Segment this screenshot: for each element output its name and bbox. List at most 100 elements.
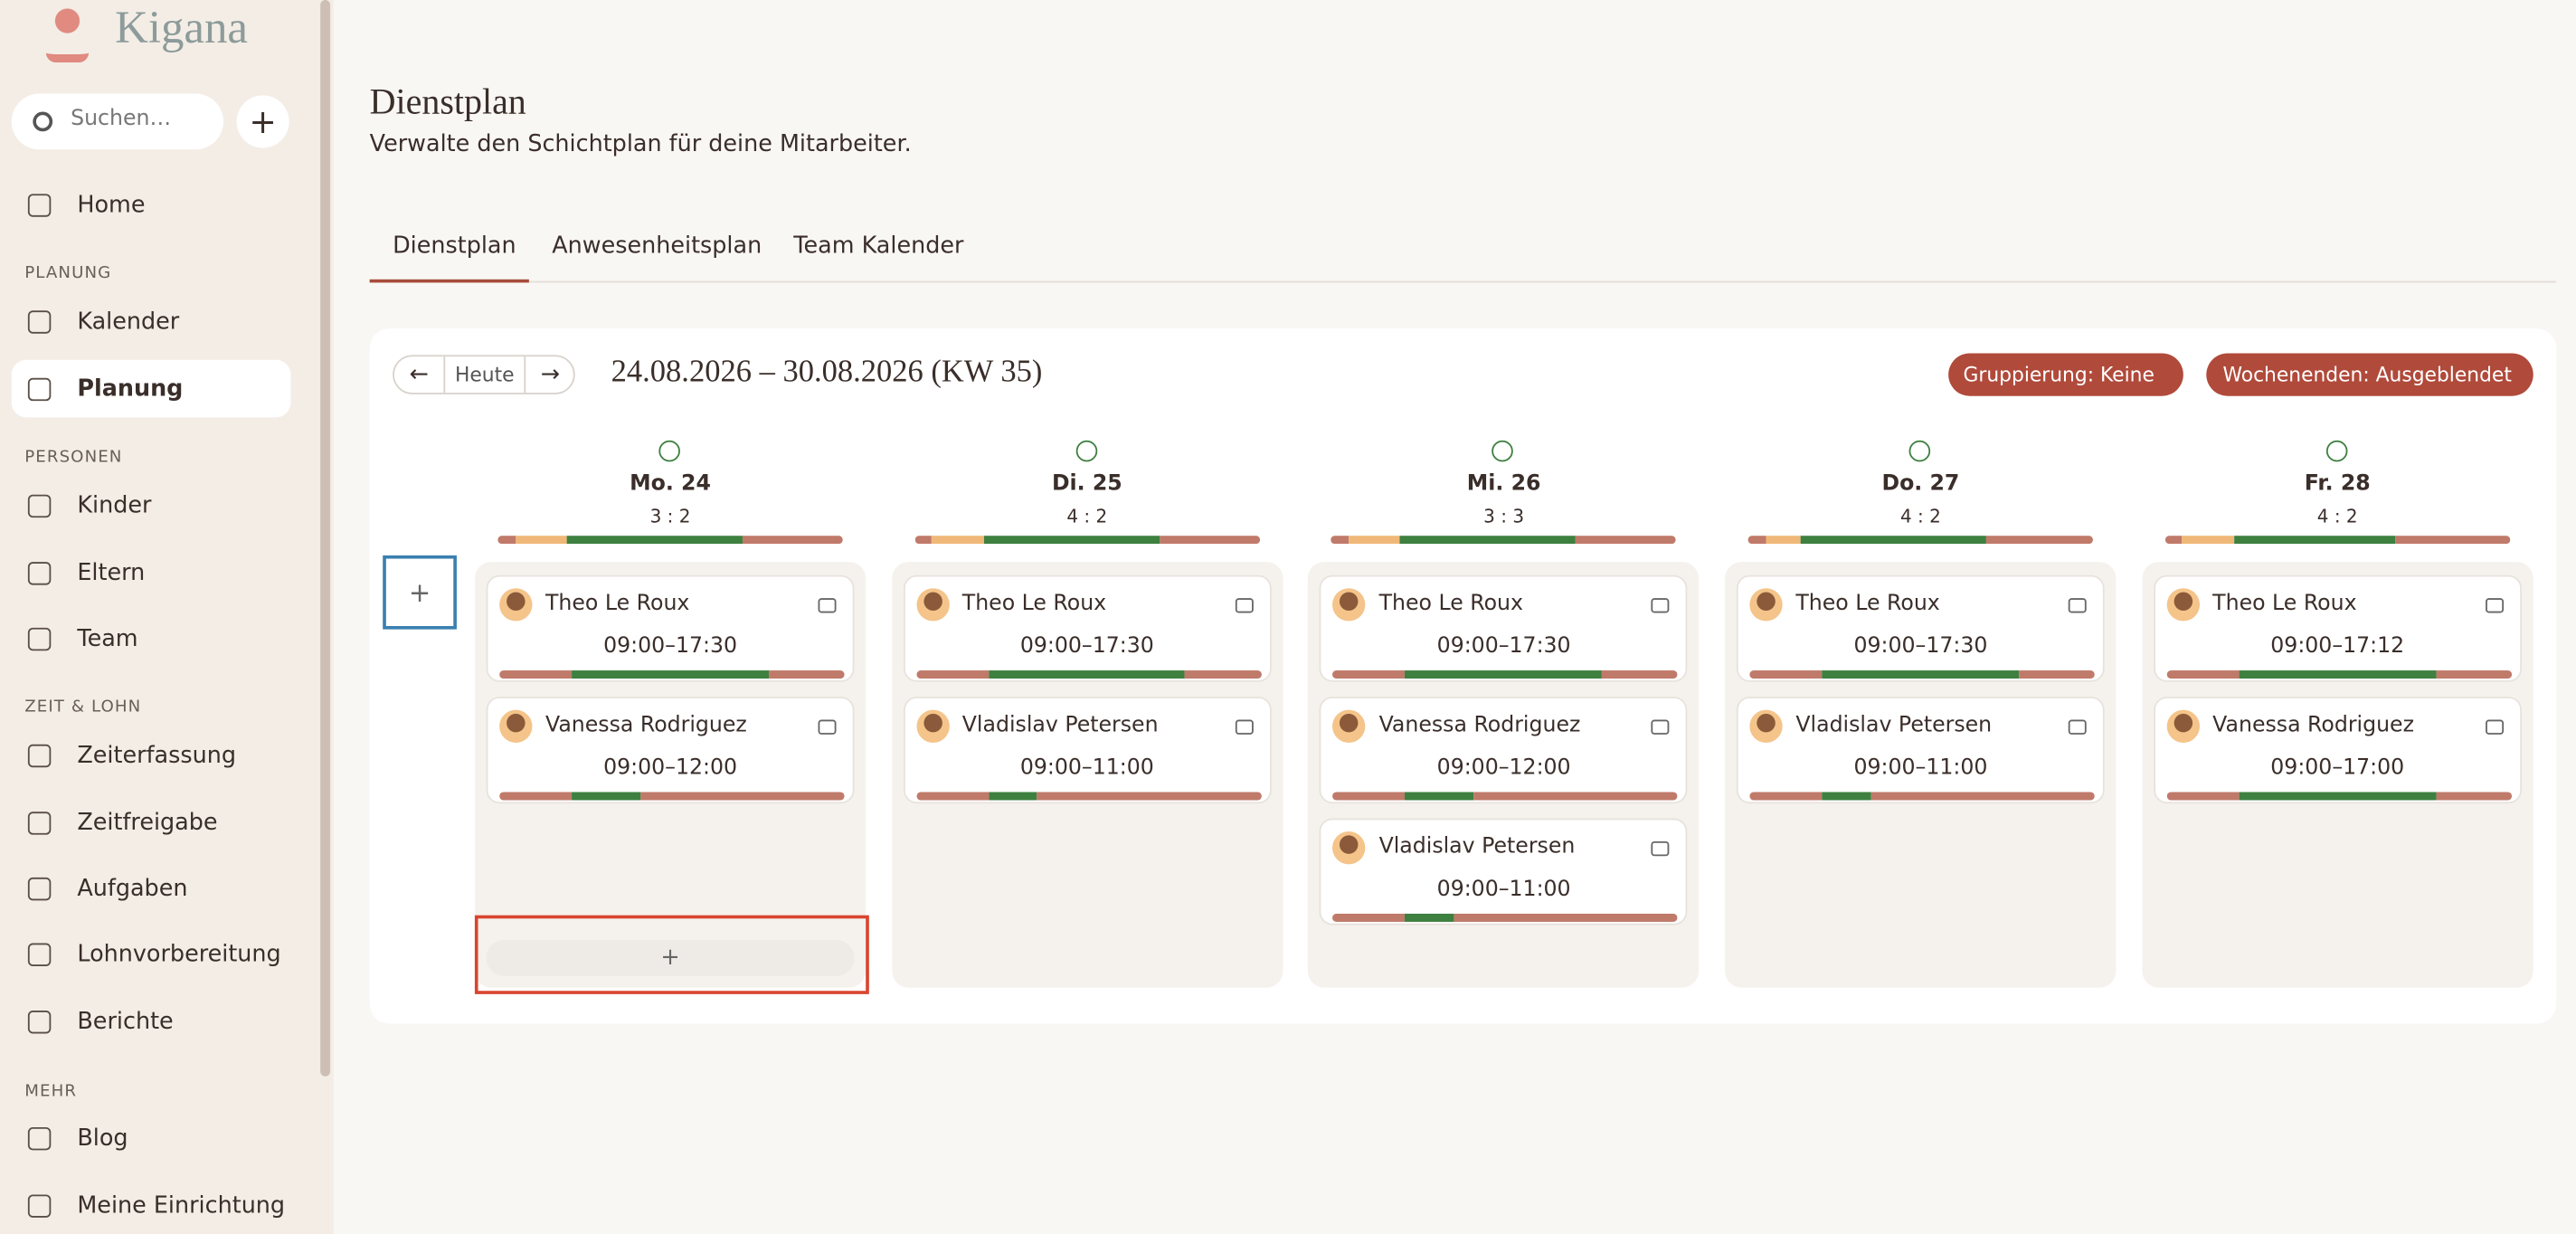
prev-button[interactable]: ← (409, 361, 429, 388)
bar-segment (1348, 536, 1401, 545)
bar-segment (499, 792, 573, 801)
swap-icon[interactable] (1235, 719, 1254, 735)
section-heading: PERSONEN (24, 448, 123, 467)
nav-item[interactable]: Berichte (77, 1009, 174, 1036)
swap-icon[interactable] (1235, 598, 1254, 613)
coverage-bar (1332, 670, 1679, 679)
bar-segment (2164, 536, 2183, 545)
tab[interactable]: Dienstplan (393, 233, 516, 260)
ratio: 3 : 2 (649, 506, 691, 528)
day-column: Theo Le Roux 09:00–17:30 Vladislav Peterse… (891, 562, 1283, 988)
nav-item[interactable]: Lohnvorbereitung (77, 941, 281, 968)
swap-icon[interactable] (2068, 598, 2087, 613)
coverage-bar (914, 536, 1260, 545)
bar-segment (1332, 670, 1406, 679)
shift-card[interactable]: Theo Le Roux 09:00–17:30 (1320, 574, 1689, 682)
grouping-dropdown[interactable]: Gruppierung: Keine (1948, 353, 2183, 396)
day-label: Mo. 24 (630, 471, 711, 497)
bar-segment (932, 536, 984, 545)
nav-icon (27, 744, 52, 768)
weekends-dropdown[interactable]: Wochenenden: Ausgeblendet (2206, 353, 2533, 396)
search-field[interactable]: Suchen… (11, 93, 224, 150)
nav-item[interactable]: Team (77, 626, 138, 653)
bar-segment (1870, 792, 2095, 801)
shift-card[interactable]: Theo Le Roux 09:00–17:12 (2153, 574, 2522, 682)
nav-item[interactable]: Planung (77, 375, 184, 403)
nav-item[interactable]: Aufgaben (77, 876, 188, 903)
shift-time: 09:00–11:00 (1436, 877, 1571, 903)
nav-item[interactable]: Meine Einrichtung (77, 1192, 286, 1220)
nav-item[interactable]: Home (77, 192, 146, 219)
nav-icon (27, 877, 52, 901)
scrollbar[interactable] (320, 0, 331, 1077)
page-subtitle: Verwalte den Schichtplan für deine Mitar… (369, 131, 912, 158)
shift-card[interactable]: Theo Le Roux 09:00–17:30 (486, 574, 855, 682)
section-heading: PLANUNG (24, 264, 112, 283)
day-column: Theo Le Roux 09:00–17:30 Vanessa Rodriguez… (1308, 562, 1700, 988)
add-row-button[interactable]: + (383, 555, 457, 630)
nav-icon (27, 562, 52, 585)
nav-icon (27, 377, 52, 402)
bar-segment (2019, 670, 2095, 679)
swap-icon[interactable] (2068, 719, 2087, 735)
section-heading: MEHR (24, 1082, 78, 1101)
coverage-bar (915, 670, 1262, 679)
bar-segment (1749, 670, 1823, 679)
add-button[interactable]: + (236, 95, 289, 148)
roster-panel: ← Heute → 24.08.2026 – 30.08.2026 (KW 35) Gr… (369, 328, 2557, 1024)
bar-segment (915, 670, 990, 679)
next-button[interactable]: → (540, 361, 561, 388)
shift-time: 09:00–11:00 (1853, 755, 1988, 781)
bar-segment (983, 536, 1160, 545)
nav-item[interactable]: Eltern (77, 560, 146, 587)
mood-icon (2325, 440, 2348, 462)
today-button[interactable]: Heute (443, 356, 526, 394)
tab[interactable]: Anwesenheitsplan (552, 233, 762, 260)
bar-segment (1405, 670, 1603, 679)
bar-segment (1405, 913, 1454, 922)
employee-name: Vladislav Petersen (1378, 834, 1576, 859)
nav-item[interactable]: Kalender (77, 308, 180, 336)
nav-item[interactable]: Kinder (77, 492, 152, 519)
bar-segment (1037, 792, 1262, 801)
bar-segment (2182, 536, 2234, 545)
coverage-bar (1332, 913, 1679, 922)
swap-icon[interactable] (1652, 598, 1671, 613)
bar-segment (572, 670, 769, 679)
avatar (915, 588, 950, 622)
shift-card[interactable]: Vladislav Petersen 09:00–11:00 (1736, 697, 2105, 804)
shift-card[interactable]: Vanessa Rodriguez 09:00–17:00 (2153, 697, 2522, 804)
bar-segment (1749, 792, 1823, 801)
nav-item[interactable]: Zeitfreigabe (77, 810, 218, 837)
bar-segment (1822, 670, 2020, 679)
bar-segment (572, 792, 641, 801)
shift-card[interactable]: Theo Le Roux 09:00–17:30 (903, 574, 1272, 682)
avatar (2166, 588, 2200, 622)
avatar (1749, 709, 1783, 743)
add-shift-button[interactable]: + (486, 939, 855, 976)
bar-segment (1602, 670, 1679, 679)
swap-icon[interactable] (1652, 719, 1671, 735)
shift-card[interactable]: Vladislav Petersen 09:00–11:00 (903, 697, 1272, 804)
tab[interactable]: Team Kalender (793, 233, 964, 260)
nav-icon (27, 310, 52, 334)
mood-icon (658, 440, 680, 462)
highlight-box (474, 915, 869, 994)
shift-card[interactable]: Theo Le Roux 09:00–17:30 (1736, 574, 2105, 682)
bar-segment (2396, 536, 2510, 545)
shift-card[interactable]: Vladislav Petersen 09:00–11:00 (1320, 818, 1689, 926)
swap-icon[interactable] (818, 598, 837, 613)
nav-item[interactable]: Blog (77, 1125, 128, 1153)
bar-segment (1765, 536, 1800, 545)
coverage-bar (1331, 536, 1677, 545)
shift-card[interactable]: Vanessa Rodriguez 09:00–12:00 (486, 697, 855, 804)
swap-icon[interactable] (2485, 598, 2504, 613)
nav-item[interactable]: Zeiterfassung (77, 742, 236, 770)
swap-icon[interactable] (818, 719, 837, 735)
swap-icon[interactable] (2485, 719, 2504, 735)
swap-icon[interactable] (1652, 840, 1671, 857)
day-label: Mi. 26 (1466, 471, 1541, 497)
shift-card[interactable]: Vanessa Rodriguez 09:00–12:00 (1320, 697, 1689, 804)
day-column: Theo Le Roux 09:00–17:12 Vanessa Rodriguez… (2142, 562, 2533, 988)
bar-segment (566, 536, 743, 545)
